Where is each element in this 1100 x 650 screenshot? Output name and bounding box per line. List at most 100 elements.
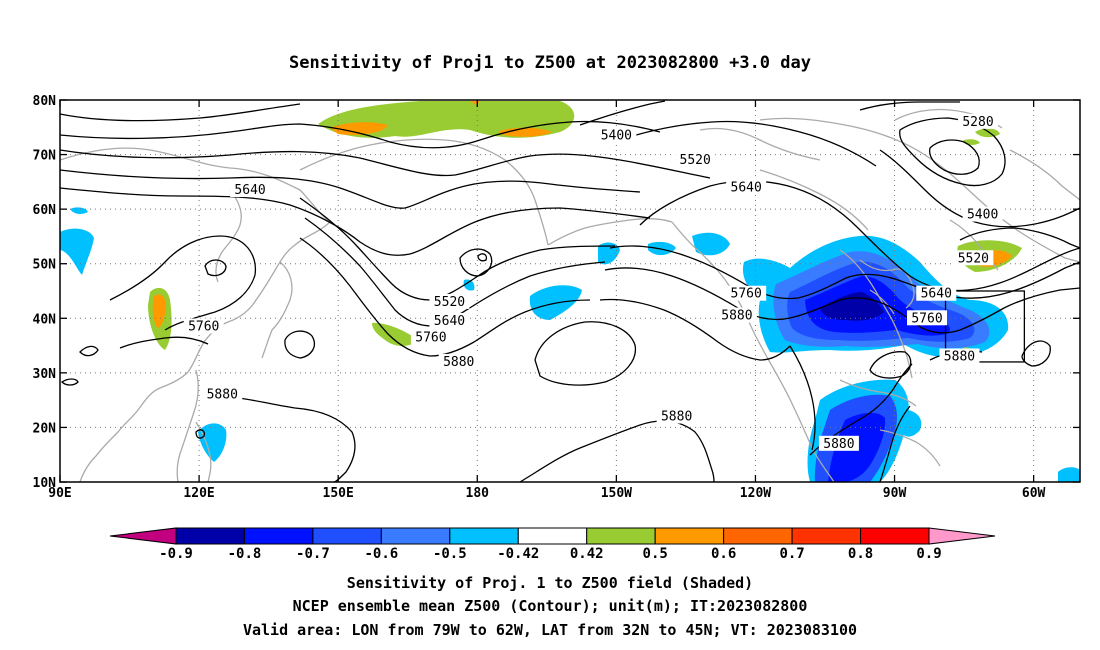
colorbar-box <box>654 527 725 545</box>
contour-label-bg <box>958 113 998 129</box>
colorbar-box <box>517 527 588 545</box>
contour-label-bg <box>916 285 957 301</box>
y-tick-label: 30N <box>33 367 57 382</box>
contour-label: 5880 <box>823 437 854 452</box>
shade-cyan-atlantic-e <box>1058 467 1080 482</box>
contour-label-bg <box>953 250 994 266</box>
caption-line-3: Valid area: LON from 79W to 62W, LAT fro… <box>243 621 857 639</box>
y-tick-label: 20N <box>33 421 57 436</box>
y-tick-label: 70N <box>33 149 57 164</box>
contour-label: 5880 <box>721 309 752 324</box>
colorbar-high-triangle <box>928 527 996 545</box>
valid-area-box <box>944 290 1026 363</box>
colorbar-box <box>243 527 314 545</box>
contour-label: 5880 <box>944 349 975 364</box>
contour-label: 5880 <box>443 355 474 370</box>
shade-cyan-hudson <box>692 232 730 256</box>
colorbar-label: 0.8 <box>848 546 873 562</box>
y-tick-label: 60N <box>33 203 57 218</box>
colorbar-box <box>723 527 793 545</box>
y-tick-label: 10N <box>33 476 57 491</box>
contour-label: 5760 <box>911 311 942 326</box>
shade-cyan-caribbean <box>898 409 922 437</box>
contour-label: 5760 <box>731 287 762 302</box>
contour-label: 5280 <box>962 115 993 130</box>
shade-cyan-small <box>463 279 475 291</box>
colorbar-label: -0.7 <box>296 546 330 562</box>
y-tick-label: 40N <box>33 312 57 327</box>
contour-label: 5640 <box>234 183 265 198</box>
shade-orange-arctic-1 <box>330 122 388 135</box>
colorbar-label: 0.5 <box>643 546 668 562</box>
contour-label-bg <box>429 293 470 309</box>
contour-label: 5400 <box>601 128 632 143</box>
contour-label: 5520 <box>680 153 711 168</box>
x-tick-label: 120E <box>183 486 214 501</box>
colorbar-box <box>449 527 519 545</box>
colorbar-label: 0.9 <box>916 546 941 562</box>
colorbar-label: 0.6 <box>711 546 736 562</box>
colorbar-label: -0.8 <box>228 546 262 562</box>
contour-label-bg <box>183 318 224 334</box>
x-tick-label: 180 <box>466 486 490 501</box>
figure-title: Sensitivity of Proj1 to Z500 at 20230828… <box>289 53 811 73</box>
contour-label: 5760 <box>415 330 446 345</box>
x-axis-labels: 90E 120E 150E 180 150W 120W 90W 60W <box>48 486 1045 501</box>
contour-label-bg <box>202 386 243 402</box>
axis-ticks <box>59 99 1080 483</box>
colorbar-label: -0.5 <box>433 546 467 562</box>
contour-label-bg <box>596 127 637 143</box>
contour-label-bg <box>716 307 757 323</box>
colorbar-box <box>860 527 930 545</box>
colorbar-label: -0.42 <box>497 546 539 562</box>
colorbar-box <box>175 527 245 545</box>
colorbar-label: 0.7 <box>779 546 804 562</box>
contour-label: 5640 <box>731 180 762 195</box>
caption-line-2: NCEP ensemble mean Z500 (Contour); unit(… <box>293 597 808 615</box>
contour-labels: 5400 5280 5520 5640 5640 5400 5520 5520 5640 5760… <box>183 113 1003 452</box>
contour-label-bg <box>818 435 859 451</box>
contour-label-bg <box>438 353 479 369</box>
contour-label-bg <box>656 408 697 424</box>
shade-orange-china <box>152 294 166 328</box>
colorbar-label: -0.9 <box>159 546 193 562</box>
contour-label-bg <box>939 348 980 364</box>
contour-label: 5400 <box>967 208 998 223</box>
contour-label-bg <box>726 285 767 301</box>
contour-label-bg <box>726 179 767 195</box>
shade-cyan-mid-2 <box>598 242 620 265</box>
contour-label: 5760 <box>188 319 219 334</box>
map-frame <box>59 99 1081 483</box>
y-tick-label: 80N <box>33 94 57 109</box>
contour-label: 5880 <box>207 388 238 403</box>
x-tick-label: 150E <box>323 486 354 501</box>
contour-label: 5520 <box>958 251 989 266</box>
contour-label: 5640 <box>921 287 952 302</box>
x-tick-label: 60W <box>1022 486 1046 501</box>
colorbar-box <box>312 527 382 545</box>
x-tick-label: 120W <box>740 486 771 501</box>
contour-label: 5520 <box>434 295 465 310</box>
contour-label-bg <box>410 329 451 345</box>
map-panel: 5400 5280 5520 5640 5640 5400 5520 5520 5640 5760… <box>33 94 1081 501</box>
contour-label-bg <box>962 206 1003 222</box>
colorbar-low-triangle <box>109 527 177 545</box>
x-tick-label: 90W <box>883 486 907 501</box>
y-axis-labels: 80N 70N 60N 50N 40N 30N 20N 10N <box>33 94 57 491</box>
shade-cyan-mid-3 <box>648 241 676 256</box>
colorbar-label: 0.42 <box>570 546 604 562</box>
x-tick-label: 150W <box>601 486 632 501</box>
caption-line-1: Sensitivity of Proj. 1 to Z500 field (Sh… <box>347 574 753 592</box>
contour-label-bg <box>429 313 470 329</box>
colorbar-box <box>791 527 862 545</box>
shade-cyan-west-2 <box>70 207 88 214</box>
contour-label: 5880 <box>661 410 692 425</box>
contour-label-bg <box>230 182 271 198</box>
colorbar: -0.9 -0.8 -0.7 -0.6 -0.5 -0.42 0.42 0.5 0.6 0.7 0.… <box>109 527 996 562</box>
contour-label-bg <box>907 310 947 326</box>
x-tick-label: 90E <box>48 486 71 501</box>
y-tick-label: 50N <box>33 258 57 273</box>
colorbar-label: -0.6 <box>365 546 399 562</box>
contour-label-bg <box>675 152 716 168</box>
